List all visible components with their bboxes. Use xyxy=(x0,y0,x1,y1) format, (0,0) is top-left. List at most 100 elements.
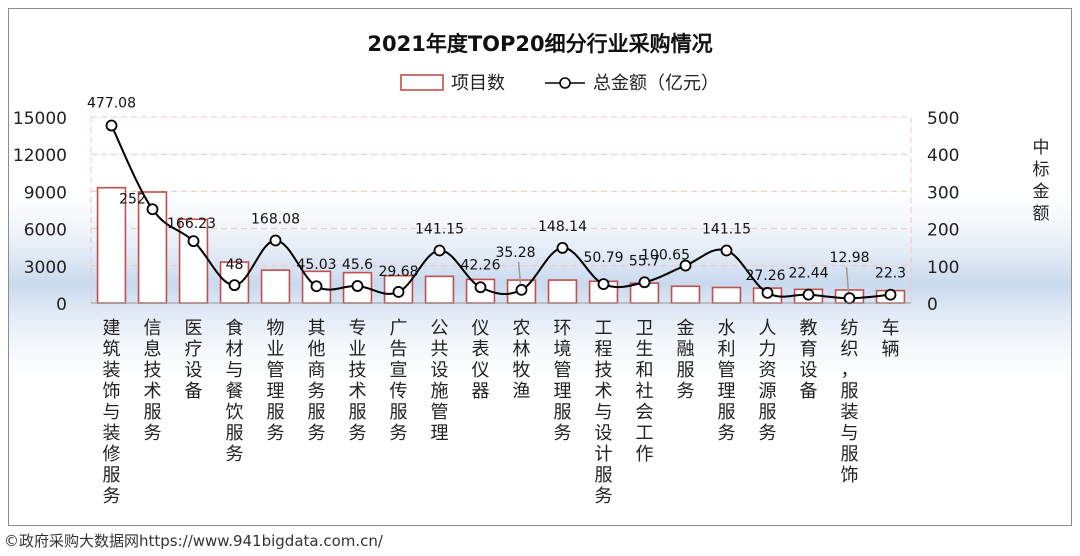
line-marker xyxy=(843,292,856,305)
line-marker xyxy=(720,244,733,257)
data-label: 168.08 xyxy=(251,211,300,227)
category-label-char: 和 xyxy=(636,360,654,381)
data-label: 29.68 xyxy=(378,264,418,280)
left-tick-label: 15000 xyxy=(13,109,67,129)
right-axis-title-char: 中 xyxy=(1033,138,1050,158)
bar xyxy=(424,275,455,304)
category-label-char: 术 xyxy=(595,381,613,402)
data-label: 22.44 xyxy=(788,266,828,282)
category-label-char: 人 xyxy=(759,318,777,339)
category-label-char: 与 xyxy=(595,402,613,423)
category-label-char: 服 xyxy=(677,360,695,381)
category-label-char: 服 xyxy=(759,402,777,423)
line-marker xyxy=(146,203,159,216)
line-marker xyxy=(392,286,405,298)
line-marker xyxy=(556,241,569,254)
category-label-char: 业 xyxy=(267,339,285,360)
category-label-char: 宣 xyxy=(390,360,408,381)
category-label-char: 技 xyxy=(144,360,162,381)
right-axis-title-char: 标 xyxy=(1033,160,1050,180)
category-label-char: 务 xyxy=(554,423,572,444)
category-label-char: 务 xyxy=(267,423,285,444)
line-marker xyxy=(884,288,897,301)
data-label: 55.7 xyxy=(629,253,660,269)
line-marker xyxy=(228,279,241,292)
category-label-char: 仪 xyxy=(472,318,490,339)
category-label-char: 装 xyxy=(103,423,121,444)
category-label-char: 务 xyxy=(349,423,367,444)
category-label-char: 管 xyxy=(554,360,572,381)
category-label-char: 仪 xyxy=(472,360,490,381)
category-label-char: 卫 xyxy=(636,318,654,339)
category-label-char: 服 xyxy=(841,381,859,402)
line-marker xyxy=(105,119,118,132)
line-marker xyxy=(351,280,364,292)
data-label: 48 xyxy=(226,257,244,273)
category-label-char: 源 xyxy=(759,381,777,402)
category-label-char: 公 xyxy=(431,318,449,339)
data-label: 35.28 xyxy=(495,245,535,261)
category-label-char: 务 xyxy=(103,486,121,507)
category-label-char: 传 xyxy=(390,381,408,402)
chart-frame: 0 3000 6000 9000 12000 15000 0 100 200 300 400 500 … xyxy=(8,8,1072,526)
bar xyxy=(547,279,578,304)
category-label-char: 疗 xyxy=(185,339,203,360)
category-label-char: 务 xyxy=(595,486,613,507)
line-marker xyxy=(597,278,610,291)
category-label-char: 作 xyxy=(636,444,654,465)
category-label-char: 餐 xyxy=(226,381,244,402)
line-marker xyxy=(638,276,651,289)
category-label-char: 务 xyxy=(308,423,326,444)
legend-bar-label: 项目数 xyxy=(451,73,505,94)
line-marker xyxy=(761,286,774,299)
left-tick-label: 12000 xyxy=(13,146,67,166)
category-label-char: 辆 xyxy=(882,339,900,360)
data-label: 141.15 xyxy=(415,221,464,237)
category-label-char: 服 xyxy=(267,402,285,423)
category-label-char: 服 xyxy=(103,465,121,486)
category-label-char: 技 xyxy=(595,360,613,381)
category-label-char: 与 xyxy=(841,423,859,444)
category-label-char: 融 xyxy=(677,339,695,360)
data-label: 45.03 xyxy=(296,257,336,273)
line-marker xyxy=(187,235,200,248)
data-label: 148.14 xyxy=(538,219,587,235)
category-label-char: 术 xyxy=(144,381,162,402)
line-marker xyxy=(802,288,815,301)
category-label-char: 建 xyxy=(103,318,121,339)
category-label-char: 林 xyxy=(513,339,531,360)
category-label-char: 程 xyxy=(595,339,613,360)
right-tick-label: 200 xyxy=(927,221,959,241)
category-label-char: 商 xyxy=(308,360,326,381)
category-label-char: 社 xyxy=(636,381,654,402)
category-label-char: 务 xyxy=(718,423,736,444)
left-tick-label: 9000 xyxy=(24,183,67,203)
category-label-char: 理 xyxy=(718,381,736,402)
data-label: 252 xyxy=(119,191,146,207)
category-label-char: 务 xyxy=(144,423,162,444)
data-label: 22.3 xyxy=(875,266,906,282)
category-label-char: 理 xyxy=(554,381,572,402)
category-label-char: 设 xyxy=(595,423,613,444)
category-label-char: 境 xyxy=(554,339,572,360)
right-tick-label: 500 xyxy=(927,109,959,129)
category-label-char: 装 xyxy=(841,402,859,423)
category-label-char: 专 xyxy=(349,318,367,339)
data-label: 27.26 xyxy=(745,268,785,284)
combo-chart: 030006000900012000150000100200300400500 … xyxy=(9,32,1071,507)
category-label-char: 金 xyxy=(677,318,695,339)
category-label-char: 力 xyxy=(759,339,777,360)
category-label-char: 与 xyxy=(226,360,244,381)
category-label-char: 饮 xyxy=(226,402,244,423)
category-label-char: 业 xyxy=(349,339,367,360)
data-label: 42.26 xyxy=(460,257,500,273)
